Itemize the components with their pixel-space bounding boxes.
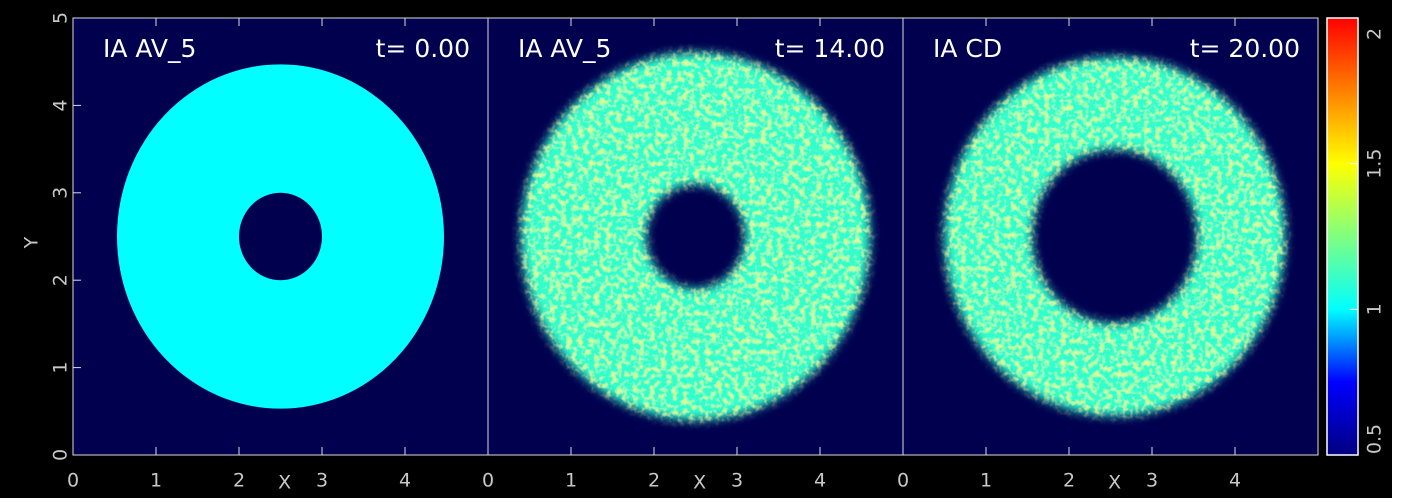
colorbar-tick-label: 2 (1364, 28, 1386, 40)
density-ring (116, 64, 445, 409)
time-label: t= 14.00 (775, 34, 885, 63)
y-tick-label: 1 (50, 362, 72, 374)
panel-frame (902, 17, 1319, 456)
x-tick-label: 3 (1146, 470, 1158, 492)
x-tick-label: 0 (897, 470, 909, 492)
colorbar-tick-label: 1.5 (1364, 149, 1386, 179)
y-tick-label: 5 (50, 12, 72, 24)
x-tick-label: 4 (814, 470, 826, 492)
y-tick-label: 2 (50, 274, 72, 286)
y-tick-label: 0 (50, 449, 72, 461)
x-tick-label: 0 (67, 470, 79, 492)
x-tick-label: 2 (648, 470, 660, 492)
colorbar-tick-label: 1 (1364, 303, 1386, 315)
x-tick-label: 4 (399, 470, 411, 492)
density-ring (521, 52, 870, 421)
panel-label: IA CD (933, 34, 1002, 63)
time-label: t= 20.00 (1190, 34, 1300, 63)
x-axis-label: X (1108, 472, 1121, 494)
panel-label: IA AV_5 (518, 34, 611, 63)
y-axis-label: Y (21, 236, 43, 249)
density-ring (944, 57, 1285, 416)
colorbar-tick-label: 0.5 (1364, 424, 1386, 454)
time-label: t= 0.00 (376, 34, 470, 63)
x-tick-label: 3 (316, 470, 328, 492)
y-tick-label: 4 (50, 99, 72, 111)
x-tick-label: 1 (150, 470, 162, 492)
x-tick-label: 1 (980, 470, 992, 492)
x-tick-label: 4 (1229, 470, 1241, 492)
x-axis-label: X (693, 472, 706, 494)
x-tick-label: 1 (565, 470, 577, 492)
panel-label: IA AV_5 (103, 34, 196, 63)
colorbar (1326, 17, 1359, 456)
y-tick-label: 3 (50, 187, 72, 199)
x-tick-label: 2 (233, 470, 245, 492)
x-tick-label: 2 (1063, 470, 1075, 492)
x-tick-label: 3 (731, 470, 743, 492)
x-axis-label: X (278, 472, 291, 494)
x-tick-label: 0 (482, 470, 494, 492)
